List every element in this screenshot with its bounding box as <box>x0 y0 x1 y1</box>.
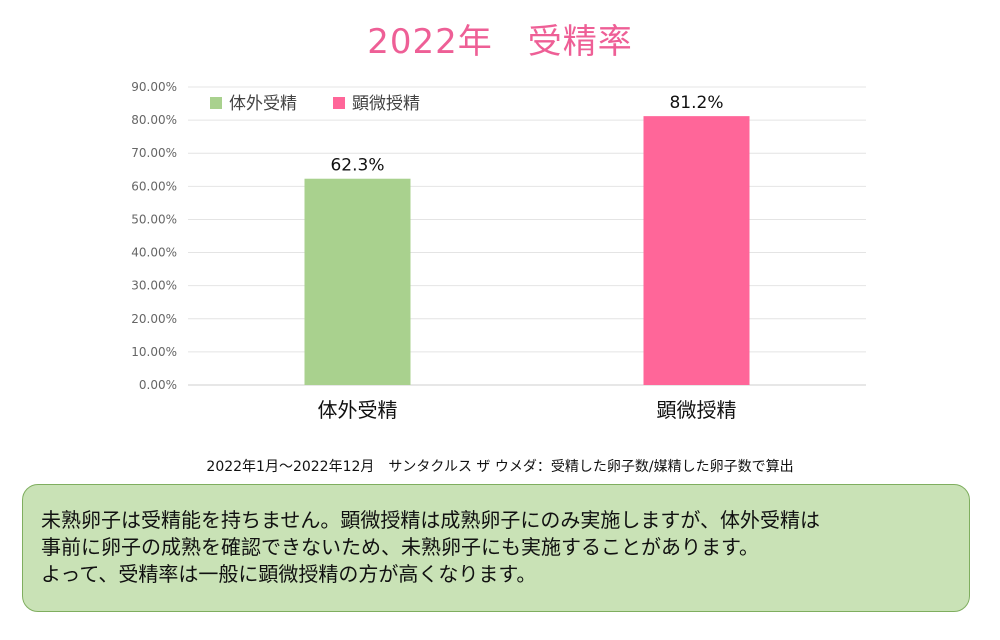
y-tick-label: 30.00% <box>131 279 177 293</box>
y-tick-label: 60.00% <box>131 179 177 193</box>
y-tick-label: 40.00% <box>131 246 177 260</box>
bar-chart: 0.00% 10.00% 20.00% 30.00% 40.00% 50.00% 60.00… <box>131 80 866 422</box>
source-note: 2022年1月〜2022年12月 サンタクルス ザ ウメダ：受精した卵子数/媒精… <box>206 459 794 475</box>
y-tick-label: 70.00% <box>131 146 177 160</box>
explanation-line-2: 事前に卵子の成熟を確認できないため、未熟卵子にも実施することがあります。 <box>41 535 759 559</box>
x-category-label: 体外受精 <box>318 398 398 422</box>
y-tick-label: 50.00% <box>131 212 177 226</box>
data-label: 62.3% <box>330 156 384 176</box>
explanation-line-3: よって、受精率は一般に顕微授精の方が高くなります。 <box>41 562 537 586</box>
y-tick-label: 90.00% <box>131 80 177 94</box>
bar-2 <box>643 116 750 385</box>
x-category-label: 顕微授精 <box>657 398 737 422</box>
bar-1 <box>304 178 411 385</box>
explanation-box: 未熟卵子は受精能を持ちません。顕微授精は成熟卵子にのみ実施しますが、体外受精は … <box>22 484 970 612</box>
y-tick-label: 80.00% <box>131 113 177 127</box>
chart-title: 2022年 受精率 <box>367 22 633 62</box>
legend-swatch <box>210 97 222 109</box>
legend-label: 体外受精 <box>229 94 297 114</box>
y-tick-label: 10.00% <box>131 345 177 359</box>
data-label: 81.2% <box>669 93 723 113</box>
y-tick-label: 0.00% <box>139 378 177 392</box>
legend-label: 顕微授精 <box>352 94 420 114</box>
legend-swatch <box>333 97 345 109</box>
explanation-line-1: 未熟卵子は受精能を持ちません。顕微授精は成熟卵子にのみ実施しますが、体外受精は <box>41 508 820 532</box>
y-tick-label: 20.00% <box>131 312 177 326</box>
